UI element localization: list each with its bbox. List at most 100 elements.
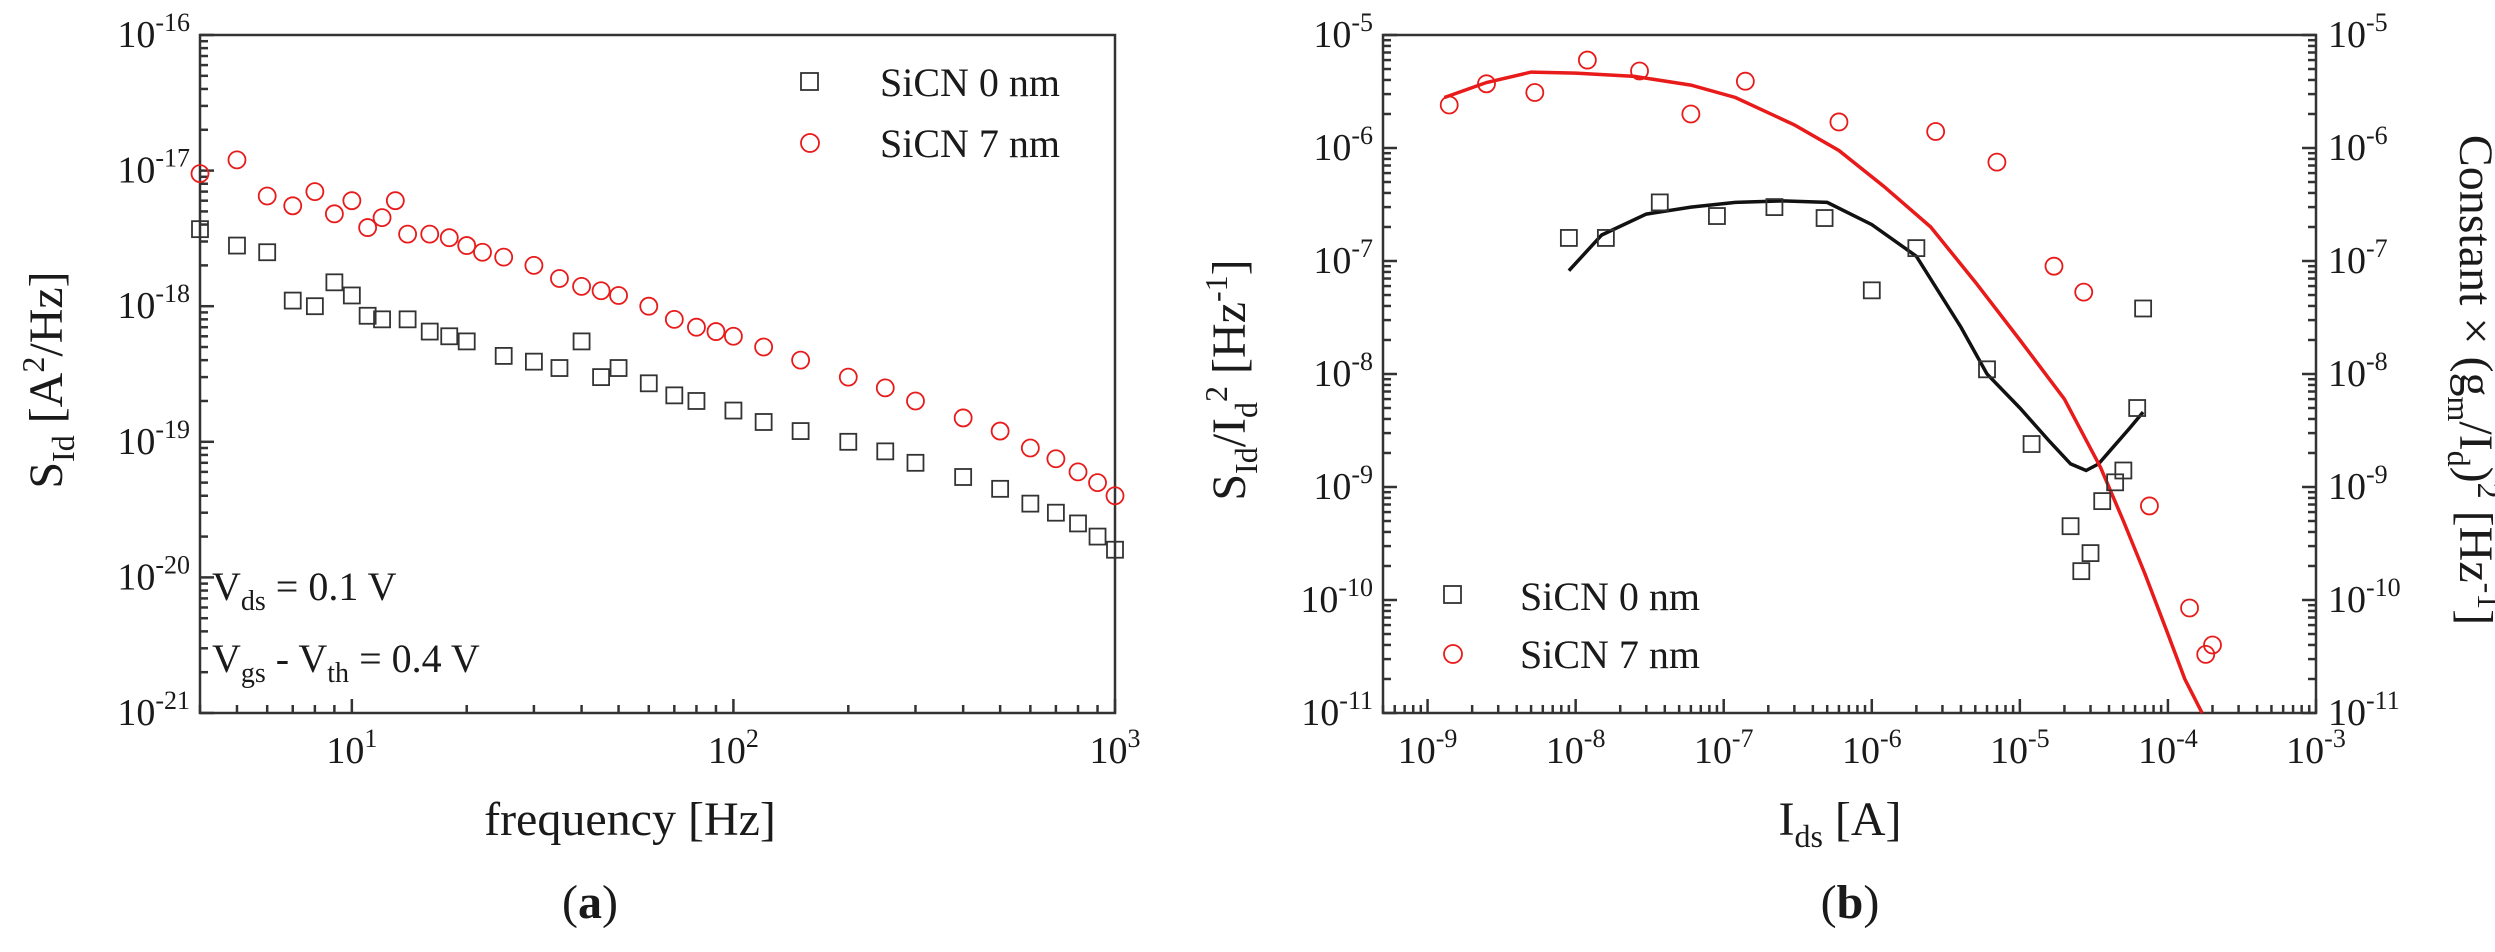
panel-a-sicn-0nm-square-point <box>358 306 377 325</box>
panel-b-sicn-7nm-circle-point <box>1477 74 1496 94</box>
panel-b-sicn-7nm-circle-point <box>2140 496 2159 516</box>
panel-b-sicn-0nm-square-point <box>2072 562 2091 581</box>
panel-a-sicn-7nm-circle-point <box>372 208 392 228</box>
panel-a-sicn-7nm-circle-point <box>791 350 811 370</box>
panel-b-sicn-0nm-square-point <box>2114 461 2133 480</box>
panel-a-sicn-7nm-circle-point <box>420 224 440 244</box>
panel-b-y-tick-label: 10-10 <box>1300 573 1373 621</box>
panel-a-sicn-0nm-square-point <box>228 236 246 255</box>
panel-b-y2-tick-label: 10-9 <box>2328 460 2388 508</box>
panel-b-x-tick-label: 10-6 <box>1842 724 1902 772</box>
panel-a-sicn-7nm-circle-point <box>473 242 492 262</box>
panel-b-sicn-7nm-circle-point <box>1630 61 1649 81</box>
panel-a-sicn-7nm-circle-point <box>1088 473 1107 493</box>
panel-b-sicn-0nm-square-point <box>1650 193 1669 212</box>
panel-b-y2-tick-label: 10-11 <box>2328 686 2400 734</box>
panel-b-sicn-7nm-circle-point <box>1735 71 1755 91</box>
panel-a-sicn-0nm-square-point <box>325 273 344 292</box>
panel-a-sicn-7nm-circle-point <box>906 391 925 411</box>
panel-b-series-sicn-0nm <box>1559 193 2153 581</box>
panel-a-sicn-7nm-circle-point <box>687 317 706 337</box>
panel-b-y2-tick-label: 10-7 <box>2328 234 2388 282</box>
panel-a-sicn-0nm-square-point <box>457 332 476 351</box>
panel-a-y-tick-label: 10-21 <box>117 686 190 734</box>
panel-a-y-axis-label: SId [A2/Hz] <box>15 271 81 488</box>
panel-a-x-tick-label: 103 <box>1090 724 1141 772</box>
panel-a-sicn-0nm-square-point <box>754 413 773 431</box>
panel-b-sicn-7nm-circle-point <box>1577 50 1597 70</box>
panel-b-sicn-0nm-square-point <box>1708 207 1726 225</box>
panel-b-sicn-7nm-circle-point <box>1439 95 1459 115</box>
panel-b-sicn-7nm-circle-point <box>2196 645 2216 664</box>
panel-a-sicn-0nm-square-point <box>1088 527 1107 546</box>
panel-b-sicn-0nm-square-point <box>2061 517 2080 536</box>
panel-a-sicn-7nm-circle-point <box>257 186 277 206</box>
panel-a: 101 102 10310-2110-2010-1910-1810-1710-16 … <box>15 8 1141 929</box>
panel-a-label: (a) <box>562 876 618 929</box>
panel-b-sicn-0nm-square-point <box>2022 435 2041 453</box>
panel-b-x-tick-label: 10-5 <box>1990 724 2050 772</box>
panel-a-sicn-7nm-circle-point <box>838 367 858 387</box>
panel-b-sicn-0nm-square-point <box>2093 492 2112 511</box>
panel-a-sicn-0nm-square-point <box>258 243 277 262</box>
panel-a-sicn-0nm-square-point <box>839 432 858 451</box>
panel-b-label: (b) <box>1821 876 1880 929</box>
panel-a-sicn-0nm-square-point <box>191 220 209 239</box>
panel-a-ticks: 101 102 103 10-21 10-20 10-19 10-18 10-17 10-16 <box>117 8 1140 772</box>
panel-b-sicn-7nm-circle-point <box>2044 256 2064 276</box>
panel-a-annotation-vds: Vds = 0.1 V <box>212 564 397 617</box>
panel-a-sicn-0nm-square-point <box>525 352 543 371</box>
panel-b-sicn-7nm-circle-point <box>1829 112 1849 132</box>
panel-a-sicn-0nm-square-point <box>420 322 439 341</box>
panel-b-sicn-0nm-square-point <box>1907 239 1926 258</box>
panel-b-legend-label-0: SiCN 0 nm <box>1520 574 1700 619</box>
panel-a-sicn-0nm-square-point <box>639 374 658 393</box>
panel-a-sicn-7nm-circle-point <box>953 408 973 428</box>
panel-a-sicn-0nm-square-point <box>1021 494 1040 513</box>
panel-a-legend-circle-marker <box>800 133 820 153</box>
panel-b-sicn-0nm-square-point <box>1815 209 1834 227</box>
panel-b-fit-line-sicn-7nm <box>1443 70 2204 714</box>
panel-a-sicn-0nm-square-point <box>1069 514 1087 533</box>
panel-b-x-tick-label: 10-7 <box>1694 724 1754 772</box>
panel-a-sicn-0nm-square-point <box>342 286 361 305</box>
panel-a-sicn-7nm-circle-point <box>572 276 591 296</box>
panel-a-sicn-7nm-circle-point <box>706 322 726 341</box>
panel-b-legend: SiCN 0 nm SiCN 7 nm <box>1443 574 1700 677</box>
panel-b-sicn-7nm-circle-point <box>1681 104 1701 124</box>
panel-a-sicn-7nm-circle-point <box>385 191 405 211</box>
panel-a-sicn-7nm-circle-point <box>190 164 210 184</box>
panel-a-series-sicn-7nm <box>190 150 1125 506</box>
panel-b-sicn-7nm-circle-point <box>2074 282 2094 302</box>
panel-a-sicn-0nm-square-point <box>1106 540 1124 559</box>
panel-a-sicn-0nm-square-point <box>494 347 513 365</box>
panel-b-y-tick-label: 10-6 <box>1313 121 1373 169</box>
panel-b-sicn-0nm-square-point <box>2128 399 2147 417</box>
panel-a-sicn-7nm-circle-point <box>342 191 362 211</box>
panel-a-sicn-7nm-circle-point <box>990 421 1010 441</box>
panel-a-sicn-0nm-square-point <box>991 479 1010 498</box>
panel-a-y-tick-label: 10-19 <box>117 415 190 463</box>
panel-a-sicn-7nm-circle-point <box>439 228 459 248</box>
panel-a-x-axis-label: frequency [Hz] <box>484 793 776 846</box>
panel-a-legend-square-marker <box>800 72 819 91</box>
panel-b: 10-9 10-8 10-7 10-6 10-5 10-4 10-310-11 10-1110… <box>1198 8 2495 929</box>
panel-a-sicn-7nm-circle-point <box>724 326 743 346</box>
panel-b-y-tick-label: 10-9 <box>1313 460 1373 508</box>
panel-b-sicn-0nm-square-point <box>1862 281 1881 300</box>
panel-a-sicn-0nm-square-point <box>592 368 610 387</box>
panel-a-sicn-7nm-circle-point <box>227 150 247 170</box>
panel-a-sicn-0nm-square-point <box>876 442 895 461</box>
panel-b-y-axis-label: SId/Id2 [Hz-1] <box>1198 259 1264 500</box>
panel-a-sicn-7nm-circle-point <box>754 337 774 357</box>
panel-a-sicn-0nm-square-point <box>609 359 628 377</box>
panel-b-sicn-7nm-circle-point <box>1987 152 2007 172</box>
panel-b-x-tick-label: 10-3 <box>2286 724 2346 772</box>
panel-a-y-tick-label: 10-20 <box>117 550 190 598</box>
panel-b-sicn-0nm-square-point <box>1765 198 1784 216</box>
panel-a-sicn-0nm-square-point <box>550 359 569 377</box>
panel-b-y-tick-label: 10-7 <box>1313 234 1373 282</box>
panel-b-y2-tick-label: 10-5 <box>2328 8 2388 56</box>
panel-b-sicn-0nm-square-point <box>1559 229 1578 247</box>
